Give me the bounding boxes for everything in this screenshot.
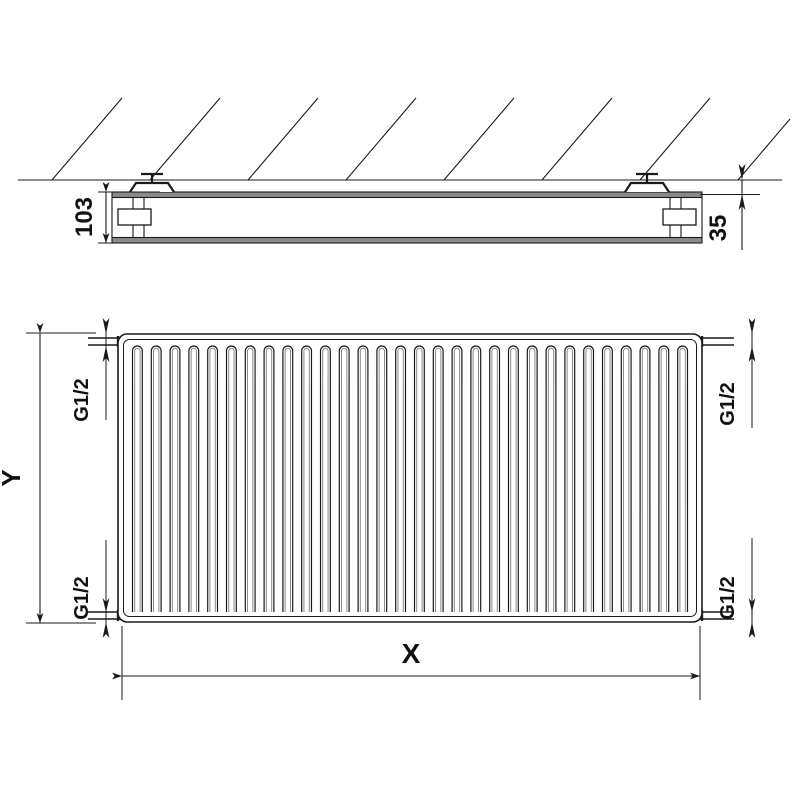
panel-fin-inner [623, 347, 630, 612]
panel-fin [526, 345, 538, 612]
panel-fin [432, 345, 444, 612]
panel-fin-inner [322, 347, 329, 612]
panel-fin [357, 345, 369, 612]
panel-fin [244, 345, 256, 612]
panel-fin [150, 345, 162, 612]
panel-fin [282, 345, 294, 612]
wall-hatch [18, 97, 791, 181]
panel-fin-inner [303, 347, 310, 612]
panel-fin-inner [190, 347, 197, 612]
panel-fin [376, 345, 388, 612]
width-dimension-label: X [402, 638, 421, 669]
panel-fin [583, 345, 595, 612]
panel-fin [658, 345, 670, 612]
panel-fin [489, 345, 501, 612]
panel-fin-inner [228, 347, 235, 612]
panel-fin-inner [416, 347, 423, 612]
side-section-view: 103 35 [18, 97, 791, 250]
connection-label-top-left: G1/2 [71, 318, 110, 422]
panel-fin [545, 345, 557, 612]
panel-fin [207, 345, 219, 612]
width-dimension: X [112, 626, 701, 700]
valve-connector-right [662, 197, 697, 238]
panel-fin [413, 345, 425, 612]
panel-outline [117, 333, 703, 623]
panel-fin [564, 345, 576, 612]
panel-fin-inner [679, 347, 686, 612]
panel-bottom-plate [111, 236, 703, 244]
panel-fin-inner [641, 347, 649, 612]
panel-fin [451, 345, 463, 612]
panel-fin-inner [660, 347, 667, 612]
panel-fin [639, 345, 651, 612]
connection-label-bottom-left: G1/2 [71, 540, 110, 638]
panel-fin-inner [435, 347, 442, 612]
panel-fin-inner [397, 347, 404, 612]
connection-label-top-right-text: G1/2 [717, 382, 739, 425]
panel-fin-inner [284, 347, 291, 612]
panel-fin-inner [247, 347, 254, 612]
height-dimension: Y [0, 323, 96, 624]
panel-fin-inner [529, 347, 536, 612]
panel-fin-inner [491, 347, 498, 612]
panel-fin-inner [153, 347, 160, 612]
panel-top-plate [111, 191, 703, 199]
wall-bracket-left [129, 172, 175, 193]
panel-fin-inner [171, 347, 179, 612]
depth-dimension: 103 [71, 182, 160, 244]
panel-fin [131, 345, 143, 612]
connection-label-top-left-text: G1/2 [71, 378, 93, 421]
panel-fin-inner [585, 347, 592, 612]
front-elevation-view: G1/2 G1/2 G1/2 G1/2 Y [0, 318, 756, 700]
panel-fin [338, 345, 350, 612]
panel-fin [188, 345, 200, 612]
wall-gap-dimension: 35 [700, 164, 760, 250]
panel-fin [319, 345, 331, 612]
panel-fin-inner [472, 347, 479, 612]
connection-label-bottom-right: G1/2 [717, 538, 756, 638]
panel-fin-inner [209, 347, 216, 612]
connection-label-top-right: G1/2 [717, 318, 756, 428]
panel-fin-inner [604, 347, 611, 612]
valve-connector-left [117, 197, 152, 238]
radiator-panel [117, 333, 703, 623]
panel-fin [677, 345, 689, 612]
panel-fin [601, 345, 613, 612]
wall-bracket-right [624, 172, 670, 193]
panel-fin-inner [453, 347, 461, 612]
panel-fin [263, 345, 275, 612]
panel-fin [301, 345, 313, 612]
panel-inner-outline [123, 339, 697, 617]
panel-fin-inner [566, 347, 573, 612]
panel-fin [620, 345, 632, 612]
panel-fin [395, 345, 407, 612]
connection-label-bottom-right-text: G1/2 [717, 576, 739, 619]
panel-fin-inner [265, 347, 273, 612]
panel-fin [507, 345, 519, 612]
panel-fins [131, 345, 689, 612]
panel-fin [225, 345, 237, 612]
panel-fin-inner [547, 347, 555, 612]
panel-fin-inner [510, 347, 517, 612]
panel-fin [169, 345, 181, 612]
connection-label-bottom-left-text: G1/2 [71, 576, 93, 619]
panel-fin [470, 345, 482, 612]
wall-gap-dimension-label: 35 [705, 215, 732, 242]
panel-fin-inner [341, 347, 348, 612]
height-dimension-label: Y [0, 469, 26, 486]
depth-dimension-label: 103 [71, 197, 98, 237]
panel-fin-inner [134, 347, 141, 612]
panel-fin-inner [378, 347, 385, 612]
panel-fin-inner [359, 347, 367, 612]
